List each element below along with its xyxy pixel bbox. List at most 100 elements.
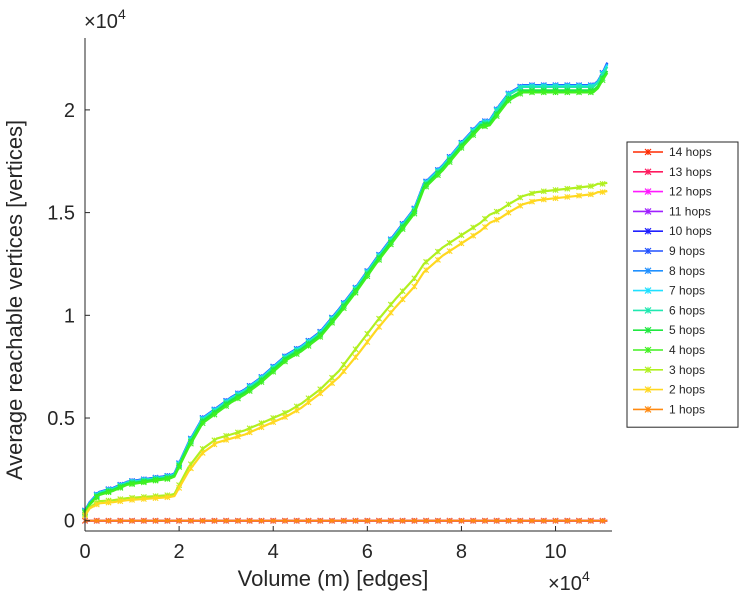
series-point-13	[117, 517, 124, 524]
series-point-11	[505, 201, 512, 208]
series-point-10	[152, 477, 159, 484]
series-point-12	[540, 196, 547, 203]
y-multiplier-base: ×10	[84, 11, 118, 33]
series-point-12	[340, 368, 347, 375]
series-6-hops	[82, 66, 609, 515]
series-point-13	[481, 517, 488, 524]
legend-item: 7 hops	[633, 284, 705, 298]
series-point-12	[399, 296, 406, 303]
series-point-13	[517, 517, 524, 524]
series-point-12	[234, 433, 241, 440]
series-point-11	[340, 361, 347, 368]
legend-label: 7 hops	[669, 284, 705, 298]
series-point-13	[293, 517, 300, 524]
series-point-12	[211, 441, 218, 448]
series-point-10	[117, 484, 124, 491]
series-line-7	[84, 64, 609, 512]
series-point-13	[411, 517, 418, 524]
legend-marker	[644, 267, 652, 275]
legend-label: 3 hops	[669, 363, 705, 377]
ticks: 0 2 4 6 8 10 0 0.5 1 1.5 2	[47, 100, 566, 563]
series-point-13	[223, 517, 230, 524]
series-point-11	[493, 208, 500, 215]
series-point-13	[587, 517, 594, 524]
series-point-13	[576, 517, 583, 524]
series-point-10	[387, 241, 394, 248]
series-point-12	[576, 192, 583, 199]
series-point-13	[352, 517, 359, 524]
series-line-6	[84, 63, 609, 512]
series-point-12	[199, 449, 206, 456]
series-line-12	[84, 189, 608, 517]
series-point-12	[493, 216, 500, 223]
series-point-11	[387, 301, 394, 308]
series-point-12	[258, 424, 265, 431]
series-point-13	[211, 517, 218, 524]
series-point-10	[529, 89, 535, 96]
series-1-hops	[82, 517, 608, 524]
legend-item: 10 hops	[633, 224, 712, 238]
series-point-13	[376, 517, 383, 524]
legend-item: 11 hops	[633, 204, 711, 218]
series-point-12	[599, 189, 606, 196]
x-tick-label-3: 6	[362, 541, 373, 563]
series-8-hops	[82, 63, 609, 514]
series-point-11	[376, 315, 383, 322]
series-point-10	[246, 387, 253, 394]
legend-item: 4 hops	[633, 343, 705, 357]
legend-marker	[644, 326, 652, 334]
series-point-10	[446, 159, 453, 166]
series-point-11	[423, 258, 430, 265]
series-point-13	[340, 517, 347, 524]
series-line-11	[84, 181, 608, 516]
series-point-12	[481, 223, 488, 230]
series-point-10	[199, 420, 206, 427]
legend: 14 hops 13 hops 12 hops 11 hops 10 hops 9 hop…	[626, 141, 739, 428]
x-tick-label-1: 2	[174, 541, 185, 563]
series-point-12	[223, 436, 230, 443]
legend-label: 6 hops	[669, 303, 705, 317]
series-point-11	[481, 215, 488, 222]
series-7-hops	[82, 64, 609, 515]
series-point-12	[411, 283, 418, 290]
series-point-12	[329, 380, 336, 387]
series-point-10	[352, 289, 359, 296]
y-tick-label-4: 2	[64, 100, 75, 122]
legend-item: 13 hops	[633, 165, 712, 179]
x-tick-label-0: 0	[79, 541, 90, 563]
series-line-4	[84, 62, 609, 512]
legend-label: 10 hops	[669, 224, 712, 238]
y-tick-label-0: 0	[64, 511, 75, 533]
series-point-11	[552, 187, 559, 193]
series-point-10	[576, 89, 583, 96]
legend-marker	[644, 168, 652, 176]
series-point-11	[540, 188, 547, 195]
legend-marker	[644, 207, 652, 215]
series-point-10	[211, 411, 218, 418]
series-point-12	[293, 407, 300, 414]
legend-marker	[644, 306, 652, 314]
series-9-hops	[82, 62, 609, 514]
series-point-13	[258, 517, 265, 524]
series-point-13	[234, 517, 241, 524]
legend-item: 3 hops	[633, 363, 705, 377]
legend-label: 1 hops	[669, 402, 705, 416]
series-point-13	[505, 517, 512, 524]
legend-label: 13 hops	[669, 165, 712, 179]
series-10-hops	[82, 62, 609, 514]
legend-label: 5 hops	[669, 323, 705, 337]
legend-item: 1 hops	[633, 402, 705, 416]
series-point-11	[411, 275, 418, 282]
legend-marker	[644, 227, 652, 235]
x-tick-label-5: 10	[544, 541, 566, 563]
series-point-12	[458, 240, 465, 247]
x-multiplier-base: ×10	[548, 573, 582, 595]
series-point-10	[223, 403, 230, 410]
series-point-12	[434, 256, 441, 263]
legend-label: 11 hops	[669, 204, 711, 218]
x-multiplier-exp: 4	[582, 568, 590, 584]
legend-label: 4 hops	[669, 343, 705, 357]
series-point-10	[340, 305, 347, 312]
series-point-12	[552, 195, 559, 202]
